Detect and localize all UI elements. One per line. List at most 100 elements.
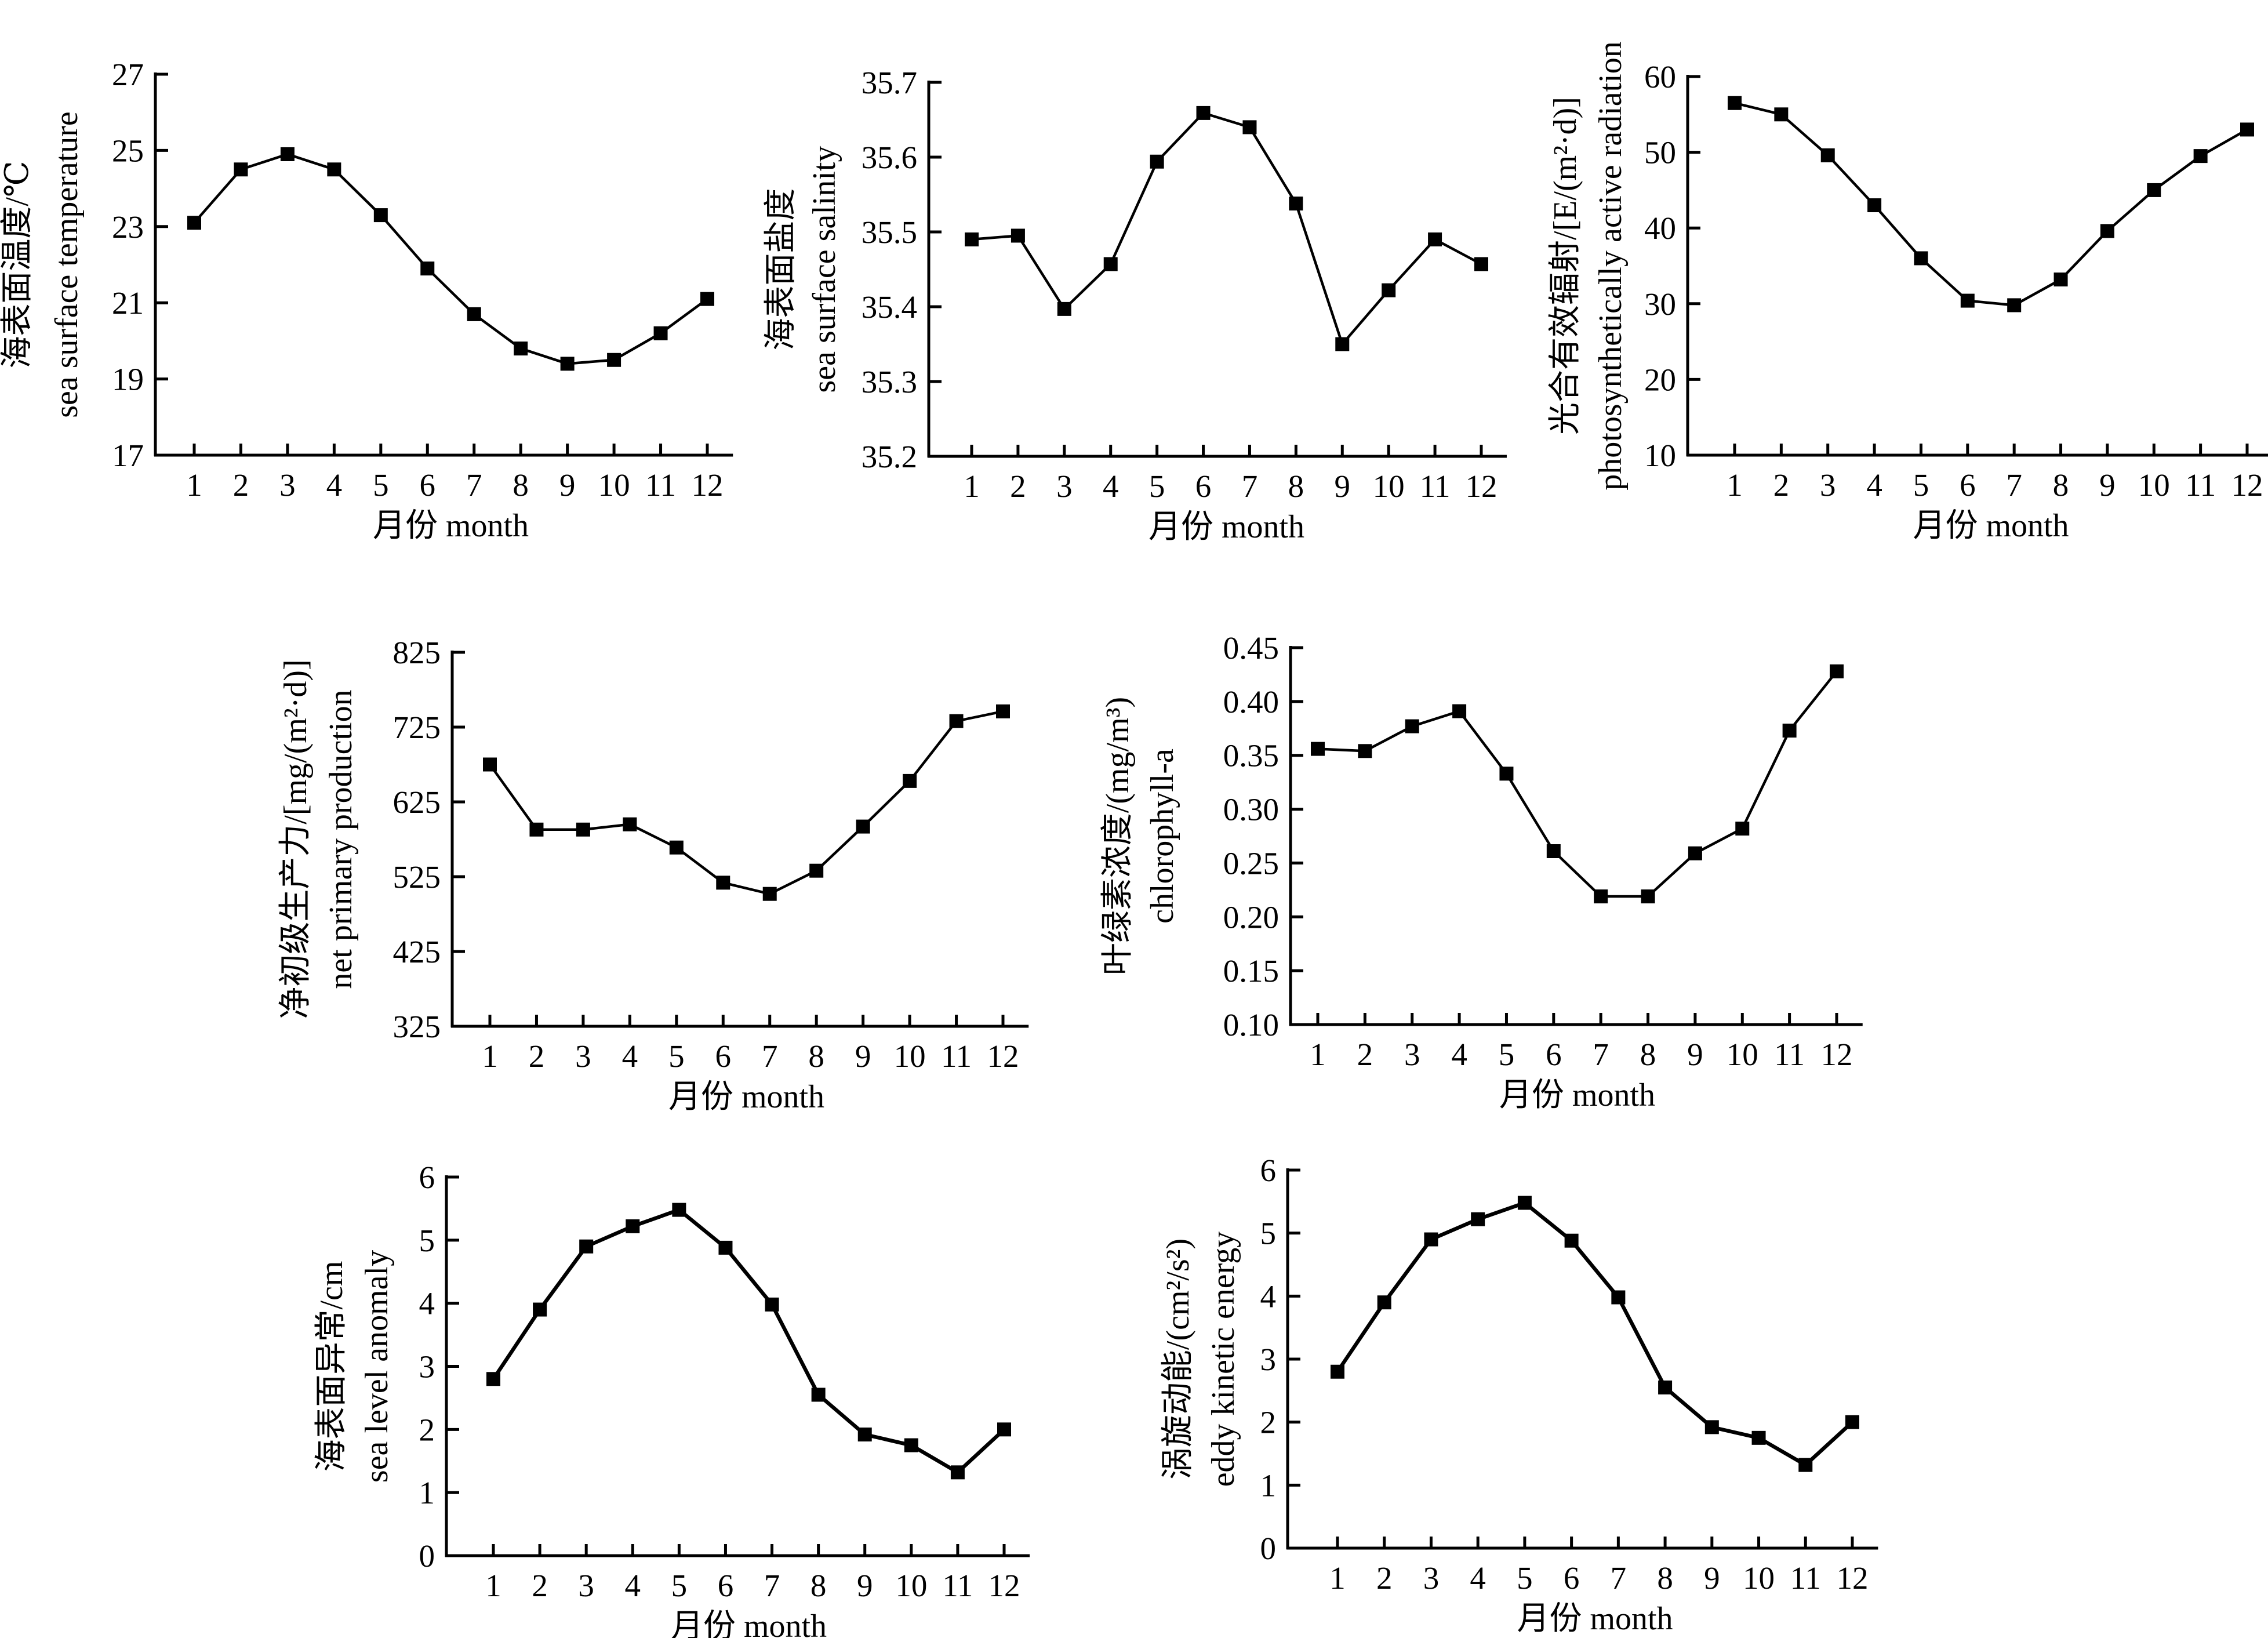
x-tick-label: 7 bbox=[762, 1038, 778, 1074]
x-tick-label: 1 bbox=[482, 1038, 498, 1074]
data-point bbox=[467, 307, 481, 321]
series-line bbox=[193, 152, 708, 365]
x-tick-label: 5 bbox=[668, 1038, 685, 1074]
y-axis-title-line-1: 光合有效辐射/[E/(m²·d)] bbox=[1547, 97, 1583, 435]
y-tick-label: 0.20 bbox=[1223, 899, 1279, 935]
data-point bbox=[623, 817, 637, 831]
data-point bbox=[1688, 846, 1702, 860]
x-tick-label: 8 bbox=[1657, 1560, 1673, 1596]
x-tick-label: 9 bbox=[559, 467, 576, 503]
y-tick-label: 325 bbox=[393, 1009, 441, 1044]
data-point bbox=[1830, 664, 1844, 678]
data-point bbox=[1798, 1458, 1813, 1472]
y-tick-label: 425 bbox=[393, 934, 441, 969]
panel-chlorophyll-a: 0.100.150.200.250.300.350.400.451 2 3 4 5 6 7 8… bbox=[1100, 630, 1863, 1113]
x-tick-label: 2 bbox=[1010, 468, 1026, 504]
data-point bbox=[533, 1302, 547, 1317]
series-line bbox=[1734, 101, 2248, 307]
data-point bbox=[716, 876, 730, 890]
data-point bbox=[1057, 302, 1071, 316]
data-point bbox=[1564, 1233, 1579, 1248]
x-tick-label: 4 bbox=[1451, 1037, 1467, 1072]
y-tick-label: 50 bbox=[1644, 135, 1676, 170]
data-point bbox=[560, 357, 575, 371]
x-tick-label: 9 bbox=[857, 1568, 873, 1603]
y-axis-title-line-2: sea surface temperature bbox=[49, 111, 85, 418]
x-tick-label: 8 bbox=[808, 1038, 824, 1074]
y-tick-label: 0.15 bbox=[1223, 953, 1279, 989]
data-point bbox=[950, 1465, 965, 1480]
x-tick-label: 8 bbox=[2053, 467, 2069, 503]
data-point bbox=[2053, 273, 2068, 287]
x-tick-label: 10 bbox=[1743, 1560, 1775, 1596]
x-tick-label: 6 bbox=[715, 1038, 732, 1074]
data-point bbox=[280, 147, 295, 161]
y-tick-label: 5 bbox=[419, 1223, 435, 1258]
data-point bbox=[1011, 228, 1025, 243]
y-tick-label: 3 bbox=[1260, 1342, 1277, 1377]
y-tick-label: 0.35 bbox=[1223, 738, 1279, 773]
data-point bbox=[669, 840, 684, 855]
data-point bbox=[1658, 1380, 1673, 1394]
panel-sea-surface-salinity: 35.235.335.435.535.635.71 2 3 4 5 6 7 8 9 10 11 12月… bbox=[763, 65, 1507, 545]
x-tick-label: 10 bbox=[895, 1568, 927, 1603]
x-tick-label: 3 bbox=[575, 1038, 591, 1074]
data-point bbox=[1782, 724, 1797, 738]
x-axis-title: 月份 month bbox=[1499, 1077, 1655, 1113]
x-tick-label: 1 bbox=[186, 467, 202, 503]
data-point bbox=[529, 822, 544, 837]
data-point bbox=[1103, 257, 1118, 271]
x-tick-label: 5 bbox=[1149, 468, 1165, 504]
x-tick-label: 2 bbox=[1376, 1560, 1393, 1596]
x-tick-label: 2 bbox=[529, 1038, 545, 1074]
data-point bbox=[903, 773, 917, 788]
x-tick-label: 11 bbox=[2185, 467, 2216, 503]
x-tick-label: 5 bbox=[1913, 467, 1929, 503]
y-tick-label: 21 bbox=[112, 285, 144, 321]
data-point bbox=[1424, 1232, 1438, 1247]
data-point bbox=[1382, 283, 1396, 297]
y-axis-title-line-1: 海表面异常/cm bbox=[314, 1261, 350, 1472]
data-point bbox=[187, 216, 201, 230]
data-point bbox=[653, 326, 668, 340]
data-point bbox=[1311, 742, 1325, 756]
y-axis-title-line-2: sea surface salinity bbox=[806, 146, 842, 393]
data-point bbox=[1751, 1430, 1766, 1445]
data-point bbox=[1820, 148, 1835, 162]
y-tick-label: 30 bbox=[1644, 286, 1676, 322]
x-tick-label: 2 bbox=[1357, 1037, 1373, 1072]
data-point bbox=[420, 262, 435, 276]
y-tick-label: 35.7 bbox=[862, 65, 917, 100]
data-point bbox=[1242, 120, 1257, 135]
y-axis-title-line-2: chlorophyll-a bbox=[1144, 749, 1180, 924]
x-tick-label: 4 bbox=[1103, 468, 1119, 504]
x-tick-label: 6 bbox=[718, 1568, 734, 1603]
x-tick-label: 3 bbox=[578, 1568, 594, 1603]
data-point bbox=[996, 704, 1010, 718]
x-tick-label: 8 bbox=[513, 467, 529, 503]
x-tick-label: 12 bbox=[692, 467, 724, 503]
data-point bbox=[327, 162, 341, 177]
x-tick-label: 4 bbox=[625, 1568, 641, 1603]
y-tick-label: 40 bbox=[1644, 210, 1676, 246]
y-tick-label: 4 bbox=[419, 1286, 435, 1321]
x-tick-label: 3 bbox=[1820, 467, 1836, 503]
y-tick-label: 35.5 bbox=[862, 215, 917, 250]
data-point bbox=[1474, 257, 1488, 271]
x-tick-label: 8 bbox=[1288, 468, 1304, 504]
x-tick-label: 1 bbox=[1727, 467, 1743, 503]
x-tick-label: 1 bbox=[485, 1568, 501, 1603]
x-axis-title: 月份 month bbox=[668, 1079, 824, 1115]
y-tick-label: 5 bbox=[1260, 1216, 1277, 1251]
x-axis-title: 月份 month bbox=[373, 508, 529, 544]
y-axis-title-line-1: 海表面盐度 bbox=[763, 188, 799, 351]
data-point bbox=[1960, 293, 1975, 308]
data-point bbox=[1611, 1290, 1626, 1305]
series-line bbox=[971, 111, 1482, 347]
x-tick-label: 11 bbox=[1774, 1037, 1805, 1072]
y-tick-label: 625 bbox=[393, 785, 441, 820]
x-tick-label: 9 bbox=[2099, 467, 2116, 503]
